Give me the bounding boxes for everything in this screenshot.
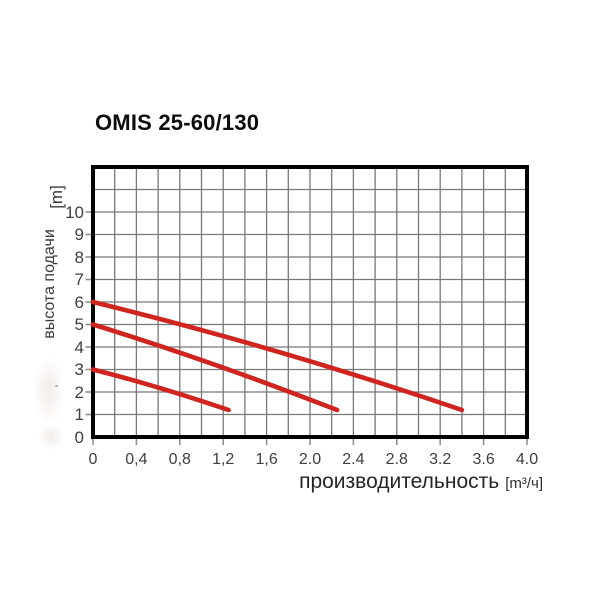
x-tick-label: 0,4 xyxy=(125,451,148,468)
pump-curve xyxy=(90,367,231,413)
pump-curve xyxy=(90,299,465,413)
y-tick-label: 2 xyxy=(74,382,84,402)
x-axis-unit: [m³/ч] xyxy=(505,475,543,492)
y-tick-label: 1 xyxy=(74,405,84,424)
x-tick-label: 0 xyxy=(88,451,98,468)
y-tick-label: 4 xyxy=(74,337,84,357)
y-tick-label: 0 xyxy=(74,427,84,447)
x-tick-label: 4.0 xyxy=(515,451,539,468)
pump-curve xyxy=(90,322,340,413)
x-axis-title-text: производительность xyxy=(299,470,500,493)
x-tick-label: 3.2 xyxy=(429,451,452,468)
y-tick-label: 9 xyxy=(74,225,84,244)
y-tick-label: 10 xyxy=(65,202,84,222)
x-tick-label: 1,2 xyxy=(212,451,235,468)
y-tick-label: 6 xyxy=(74,292,84,312)
x-tick-label: 2.4 xyxy=(342,451,365,468)
chart-title: OMIS 25-60/130 xyxy=(95,110,260,135)
x-tick-label: 0,8 xyxy=(168,451,191,468)
x-axis-title: производительность [m³/ч] xyxy=(299,470,543,494)
x-tick-label: 2.8 xyxy=(385,451,408,468)
x-tick-label: 2.0 xyxy=(298,451,322,468)
scan-artifact-speck xyxy=(55,385,58,387)
x-tick-label: 3.6 xyxy=(472,451,495,468)
plot-area xyxy=(85,165,529,445)
y-tick-label: 3 xyxy=(74,360,84,379)
y-tick-label: 8 xyxy=(74,247,84,267)
y-tick-label: 5 xyxy=(74,315,84,334)
y-tick-label: 7 xyxy=(74,270,84,289)
x-tick-label: 1,6 xyxy=(255,451,278,468)
